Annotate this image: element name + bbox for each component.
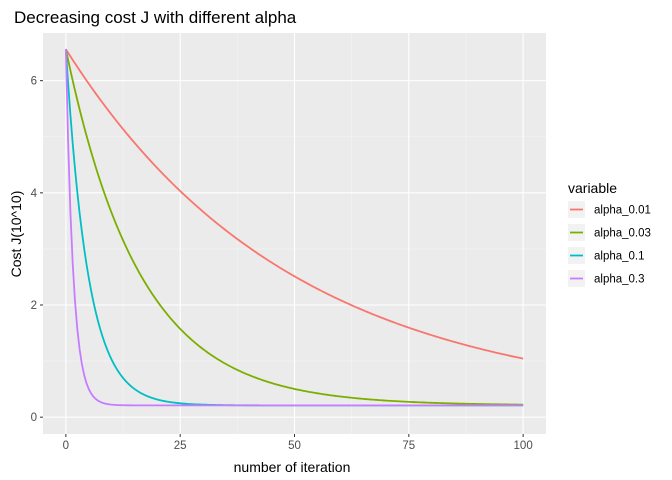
legend: variable alpha_0.01 alpha_0.03 alpha_0.1al… bbox=[568, 180, 651, 287]
y-axis: 0 2 4 6 bbox=[31, 76, 43, 424]
series-line-alpha_0-03 bbox=[64, 49, 524, 406]
legend-label: alpha_0.3 bbox=[594, 274, 645, 286]
x-axis-title: number of iteration bbox=[234, 459, 351, 475]
x-axis: 0 25 50 75 100 bbox=[63, 434, 533, 452]
legend-label: alpha_0.1 bbox=[594, 251, 645, 263]
y-tick-label: 6 bbox=[31, 76, 37, 88]
major-gridlines bbox=[43, 33, 546, 434]
x-tick-label: 25 bbox=[174, 440, 187, 452]
legend-title: variable bbox=[568, 180, 617, 196]
y-axis-title: Cost J(10^10) bbox=[8, 191, 24, 278]
series-line-alpha_0-3 bbox=[64, 49, 524, 407]
x-tick-label: 75 bbox=[402, 440, 415, 452]
y-tick-label: 4 bbox=[31, 188, 38, 200]
y-tick-label: 0 bbox=[31, 412, 37, 424]
y-tick-label: 2 bbox=[31, 300, 37, 312]
x-tick-label: 100 bbox=[514, 440, 533, 452]
x-tick-label: 50 bbox=[288, 440, 301, 452]
legend-label: alpha_0.01 bbox=[594, 205, 651, 217]
x-tick-label: 0 bbox=[63, 440, 69, 452]
legend-label: alpha_0.03 bbox=[594, 228, 651, 240]
series-line-alpha_0-01 bbox=[65, 48, 524, 360]
chart-title: Decreasing cost J with different alpha bbox=[14, 8, 297, 27]
series-layer bbox=[64, 48, 524, 407]
